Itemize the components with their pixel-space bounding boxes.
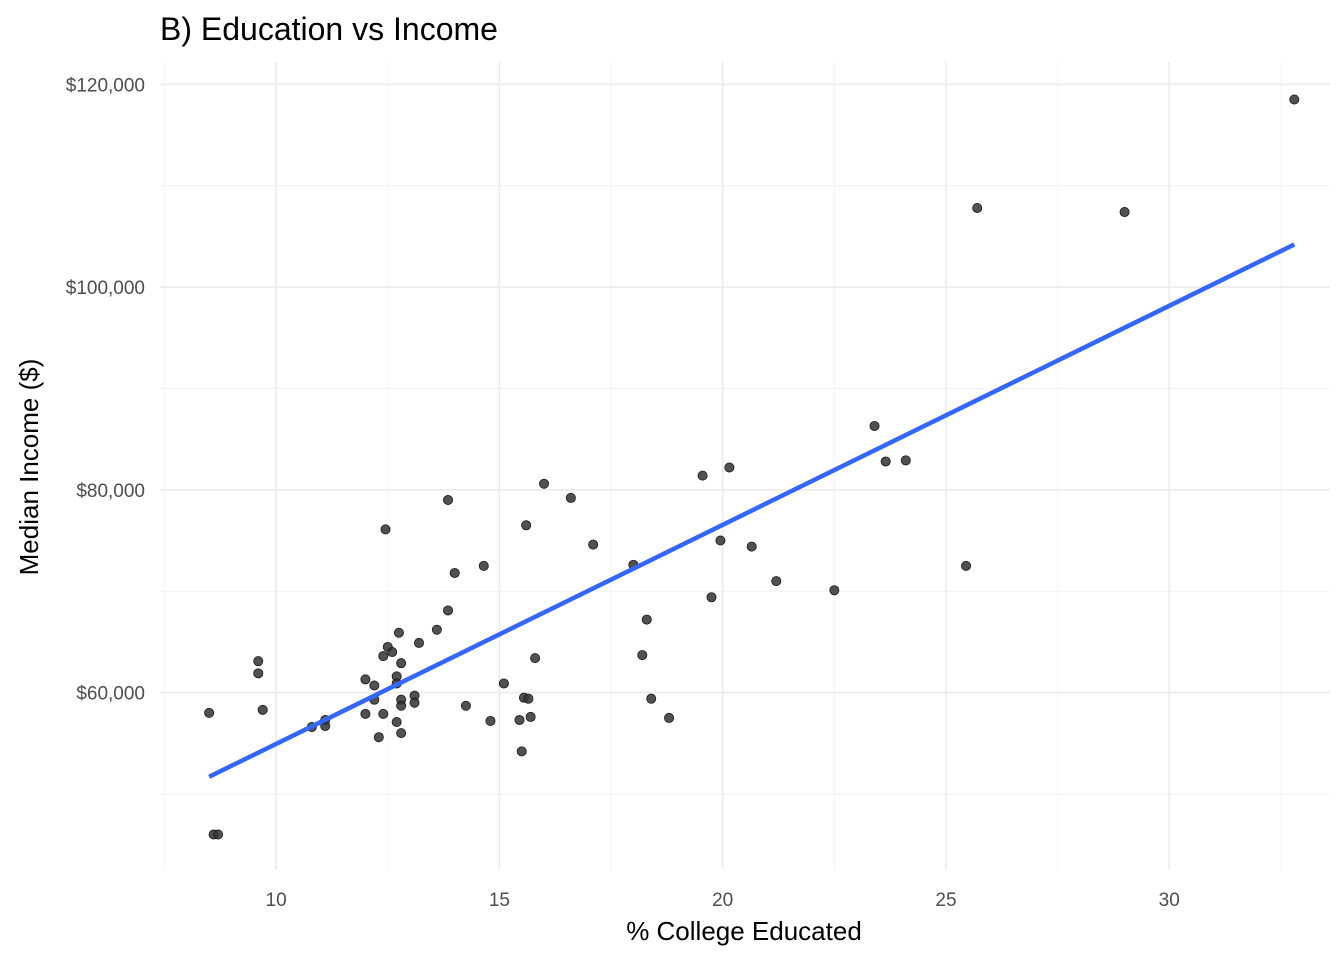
data-point: [414, 637, 425, 648]
data-point: [1119, 207, 1130, 218]
data-point: [588, 539, 599, 550]
data-point: [253, 656, 264, 667]
minor-gridlines: [160, 62, 1330, 870]
y-tick-label: $80,000: [76, 481, 145, 502]
data-point: [880, 456, 891, 467]
trend-line: [208, 242, 1296, 779]
data-point: [378, 708, 389, 719]
data-point: [378, 651, 389, 662]
data-point: [715, 535, 726, 546]
data-point: [539, 478, 550, 489]
data-point: [257, 704, 268, 715]
y-tick-label: $100,000: [66, 278, 145, 299]
data-point: [697, 470, 708, 481]
data-point: [869, 420, 880, 431]
data-point: [530, 653, 541, 664]
data-point: [525, 711, 536, 722]
data-point: [724, 462, 735, 473]
data-point: [380, 524, 391, 535]
data-point: [360, 674, 371, 685]
data-point: [498, 678, 509, 689]
data-point: [409, 697, 420, 708]
y-axis-label: Median Income ($): [14, 359, 44, 576]
data-point: [706, 592, 717, 603]
data-point: [478, 560, 489, 571]
x-axis-ticks: 10 15 20 25 30: [266, 890, 1180, 911]
major-gridlines: [160, 62, 1330, 870]
data-point: [900, 455, 911, 466]
y-tick-label: $120,000: [66, 75, 145, 96]
y-axis-ticks: $60,000 $80,000 $100,000 $120,000: [66, 75, 145, 704]
data-point: [771, 576, 782, 587]
data-point: [514, 714, 525, 725]
data-point: [431, 624, 442, 635]
data-point: [393, 627, 404, 638]
data-point: [1289, 94, 1300, 105]
y-tick-label: $60,000: [76, 684, 145, 705]
x-axis-label: % College Educated: [626, 916, 862, 946]
data-point: [972, 202, 983, 213]
data-point: [641, 614, 652, 625]
data-point: [664, 712, 675, 723]
data-point: [746, 541, 757, 552]
x-tick-label: 10: [266, 890, 287, 911]
data-point: [369, 680, 380, 691]
data-point: [204, 707, 215, 718]
data-point: [485, 715, 496, 726]
x-tick-label: 20: [712, 890, 733, 911]
x-tick-label: 15: [489, 890, 510, 911]
data-point: [449, 567, 460, 578]
x-tick-label: 25: [935, 890, 956, 911]
data-point: [565, 492, 576, 503]
data-point: [387, 647, 398, 658]
data-point: [396, 728, 407, 739]
data-point: [253, 668, 264, 679]
data-point: [373, 732, 384, 743]
data-points: [204, 94, 1300, 840]
data-point: [396, 700, 407, 711]
data-point: [829, 585, 840, 596]
data-point: [460, 700, 471, 711]
data-point: [443, 605, 454, 616]
x-tick-label: 30: [1159, 890, 1180, 911]
data-point: [396, 658, 407, 669]
data-point: [646, 693, 657, 704]
data-point: [637, 650, 648, 661]
data-point: [360, 708, 371, 719]
data-point: [521, 520, 532, 531]
chart-title: B) Education vs Income: [160, 11, 498, 47]
data-point: [961, 560, 972, 571]
data-point: [213, 829, 224, 840]
data-point: [516, 746, 527, 757]
data-point: [443, 494, 454, 505]
data-point: [391, 716, 402, 727]
trend-line-layer: [208, 242, 1296, 779]
data-point: [523, 693, 534, 704]
